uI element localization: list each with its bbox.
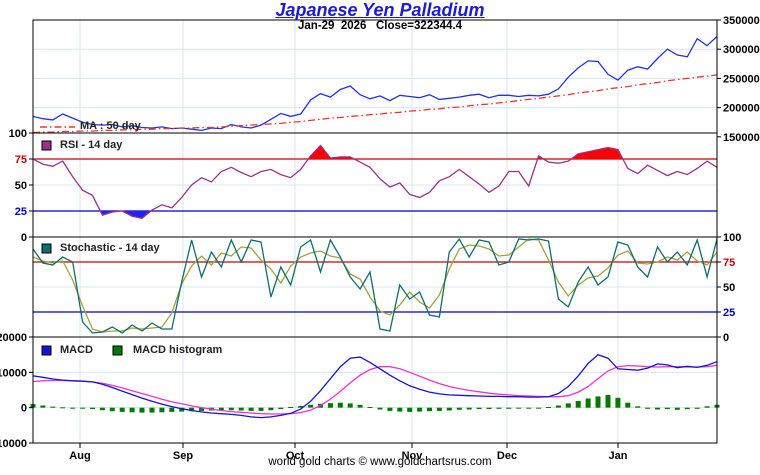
axis-label: 100 xyxy=(723,232,741,244)
price-panel: 350000 300000 250000 200000 150000 xyxy=(32,15,760,144)
month-label: Jan xyxy=(609,450,628,462)
macd-histogram-legend-swatch xyxy=(112,345,123,356)
axis-label: 10000 xyxy=(0,438,27,450)
axis-label: 50 xyxy=(723,282,735,294)
axis-label: 50 xyxy=(15,180,27,192)
month-label: Oct xyxy=(286,450,305,462)
axis-label: 75 xyxy=(723,257,735,269)
price-panel-border xyxy=(32,19,718,134)
month-label: Sep xyxy=(173,450,193,462)
macd-signal-line xyxy=(32,364,718,415)
axis-label: 0 xyxy=(21,232,27,244)
axis-label: 25 xyxy=(723,307,735,319)
price-line xyxy=(32,35,718,132)
axis-label: 20000 xyxy=(0,332,27,344)
axis-label: 150000 xyxy=(723,132,760,144)
rsi-oversold-fill xyxy=(33,211,717,219)
stochastic-legend-swatch xyxy=(41,243,52,254)
rsi-line xyxy=(32,144,718,220)
axis-label: 10000 xyxy=(0,367,27,379)
macd-line xyxy=(32,353,718,419)
axis-label: 75 xyxy=(15,154,27,166)
axis-label: 200000 xyxy=(723,103,760,115)
axis-label: 100 xyxy=(9,128,27,140)
ma50-line xyxy=(32,74,718,134)
axis-label: 250000 xyxy=(723,73,760,85)
axis-label: 350000 xyxy=(723,15,760,27)
axis-label: 0 xyxy=(723,332,729,344)
stoch-k-line xyxy=(32,237,718,334)
macd-histogram xyxy=(30,394,720,413)
chart-title: Japanese Yen Palladium xyxy=(275,0,485,20)
month-label: Nov xyxy=(402,450,424,462)
rsi-overbought-fill xyxy=(33,145,717,159)
axis-label: 0 xyxy=(21,403,27,415)
macd-legend-swatch xyxy=(41,345,52,356)
chart-subtitle: Jan-29 2026 Close=322344.4 xyxy=(298,20,462,32)
stoch-panel: 100 75 50 25 0 xyxy=(32,232,741,344)
axis-label: 300000 xyxy=(723,44,760,56)
month-axis: Aug Sep Oct Nov Dec Jan xyxy=(69,443,628,462)
month-gridlines xyxy=(79,20,619,443)
macd-panel-border xyxy=(32,336,718,444)
stochastic-legend-label: Stochastic - 14 day xyxy=(60,242,160,254)
macd-panel: 20000 10000 0 10000 xyxy=(0,332,720,450)
legend-swatches xyxy=(40,126,123,356)
rsi-legend-label: RSI - 14 day xyxy=(60,139,123,151)
ma-legend-label: MA : 50 day xyxy=(80,120,141,132)
macd-legend-label: MACD xyxy=(60,344,93,356)
rsi-legend-swatch xyxy=(41,140,52,151)
axis-label: 25 xyxy=(15,206,27,218)
credit-footer: world gold charts © www.goldchartsrus.co… xyxy=(268,456,492,468)
month-label: Dec xyxy=(497,450,517,462)
month-label: Aug xyxy=(69,450,90,462)
macd-histogram-legend-label: MACD histogram xyxy=(133,344,223,356)
